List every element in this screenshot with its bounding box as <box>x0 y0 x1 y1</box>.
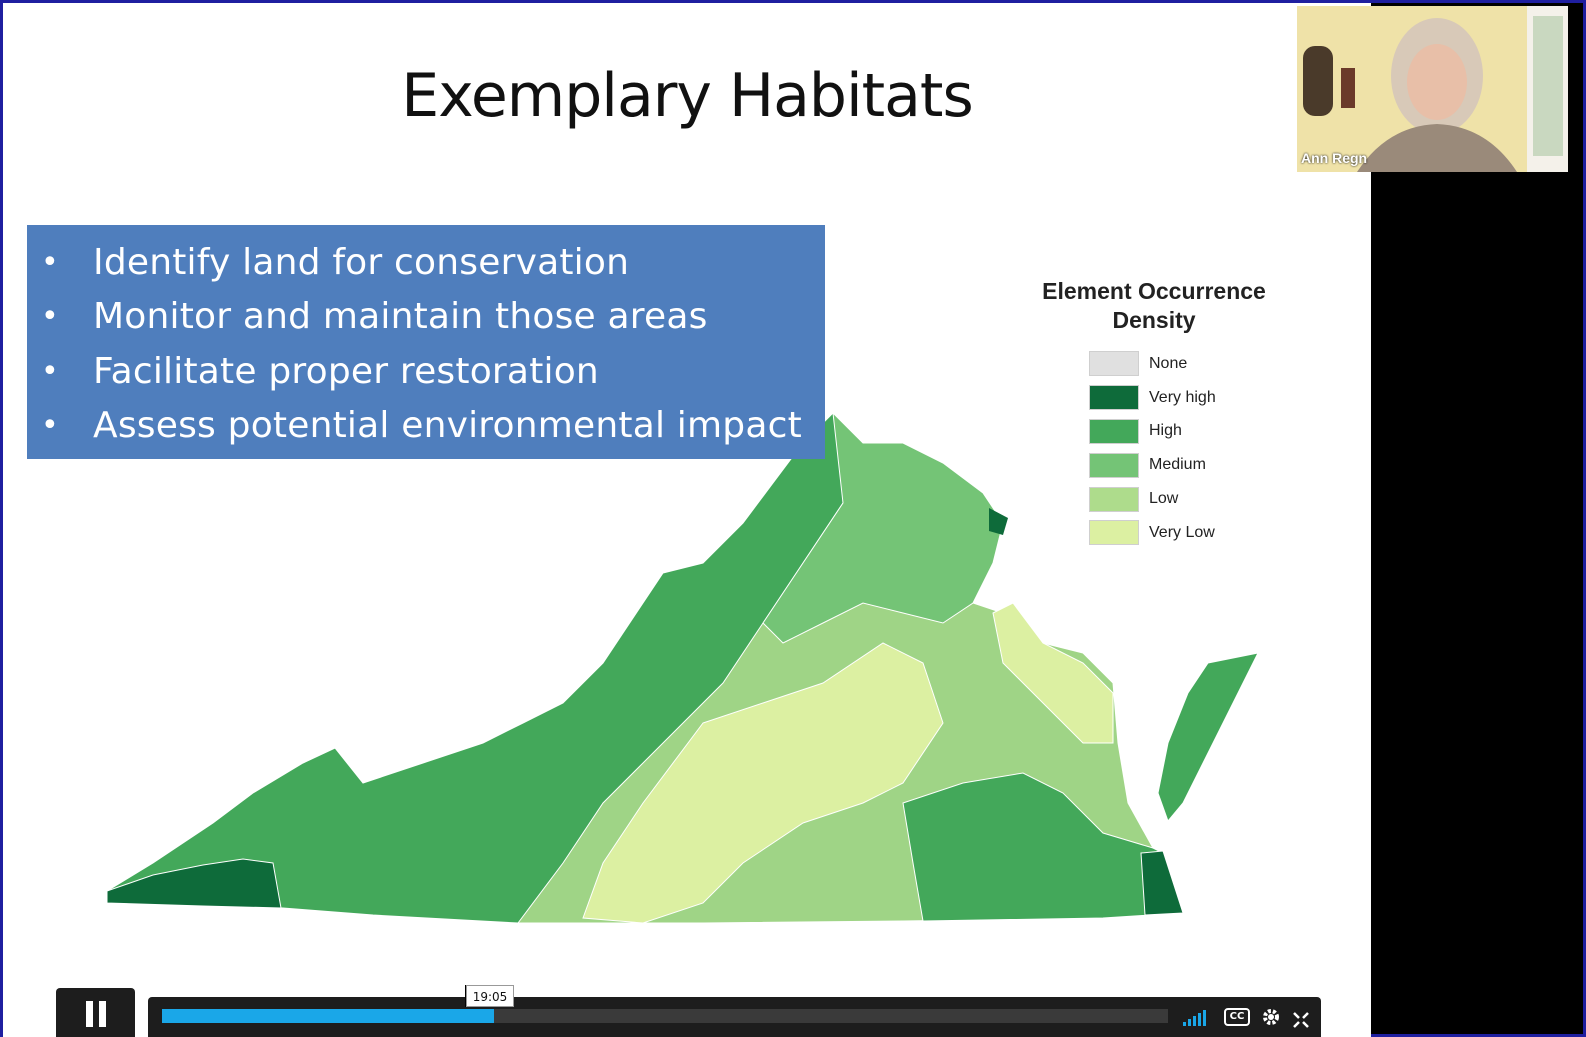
legend-item: None <box>1089 347 1285 381</box>
legend-label: None <box>1149 354 1188 372</box>
settings-button[interactable] <box>1261 1007 1281 1027</box>
legend-title: Element Occurrence Density <box>1042 278 1266 333</box>
pause-icon <box>98 1001 106 1027</box>
presentation-slide: Exemplary Habitats • Identify land <box>3 3 1371 1037</box>
map-region-north <box>762 411 1004 644</box>
bullet-item: • Identify land for conservation <box>27 235 825 290</box>
captions-button[interactable]: CC <box>1224 1006 1250 1026</box>
legend-item: Low <box>1089 482 1285 516</box>
cc-icon: CC <box>1224 1008 1250 1026</box>
progress-bar[interactable] <box>162 1009 1168 1023</box>
map-region-piedmont <box>582 642 944 924</box>
legend-label: Very Low <box>1149 523 1215 541</box>
map-region-eastern-shore <box>1157 652 1259 822</box>
legend-item: Very high <box>1089 381 1285 415</box>
legend-item: High <box>1089 415 1285 449</box>
pause-icon <box>85 1001 93 1027</box>
legend-swatch <box>1089 452 1139 478</box>
legend-item: Medium <box>1089 448 1285 482</box>
legend-label: Very high <box>1149 388 1216 406</box>
bullet-item: • Facilitate proper restoration <box>27 344 825 399</box>
bullet-dot: • <box>41 408 59 444</box>
legend-swatch <box>1089 520 1139 546</box>
fullscreen-exit-icon <box>1293 1012 1309 1028</box>
legend-label: High <box>1149 422 1182 440</box>
slide-title: Exemplary Habitats <box>401 61 973 131</box>
bullet-list-panel: • Identify land for conservation • Monit… <box>27 225 825 459</box>
legend-swatch <box>1089 351 1139 377</box>
legend-swatch <box>1089 486 1139 512</box>
progress-fill <box>162 1009 494 1023</box>
bullet-text: Assess potential environmental impact <box>93 405 802 447</box>
bullet-item: • Monitor and maintain those areas <box>27 290 825 345</box>
virginia-density-map <box>106 411 1259 924</box>
map-region-very-high-ne <box>989 508 1008 535</box>
map-legend: Element Occurrence Density None Very high… <box>1023 277 1285 550</box>
fullscreen-exit-button[interactable] <box>1293 1008 1309 1028</box>
bullet-dot: • <box>41 244 59 280</box>
participant-name: Ann Regn <box>1301 150 1368 166</box>
bullet-dot: • <box>41 299 59 335</box>
bullet-text: Monitor and maintain those areas <box>93 296 708 338</box>
map-region-west <box>106 412 864 924</box>
bullet-text: Identify land for conservation <box>93 241 630 283</box>
legend-label: Medium <box>1149 456 1206 474</box>
map-region-northern-neck <box>992 602 1114 744</box>
participant-avatar <box>1297 6 1568 172</box>
bullet-item: • Assess potential environmental impact <box>27 399 825 454</box>
legend-swatch <box>1089 418 1139 444</box>
legend-item: Very Low <box>1089 516 1285 550</box>
map-region-southeast <box>902 772 1184 922</box>
legend-label: Low <box>1149 490 1179 508</box>
legend-swatch <box>1089 385 1139 411</box>
settings-icon <box>1263 1009 1279 1025</box>
pause-button[interactable] <box>56 988 135 1037</box>
participant-video-tile[interactable]: Ann Regn <box>1297 6 1568 172</box>
current-time-tooltip: 19:05 <box>466 985 514 1007</box>
bullet-dot: • <box>41 353 59 389</box>
bullet-text: Facilitate proper restoration <box>93 350 599 392</box>
map-region-very-high-se <box>1140 850 1184 916</box>
volume-icon[interactable] <box>1183 1006 1208 1026</box>
map-region-very-high-sw <box>106 858 282 909</box>
